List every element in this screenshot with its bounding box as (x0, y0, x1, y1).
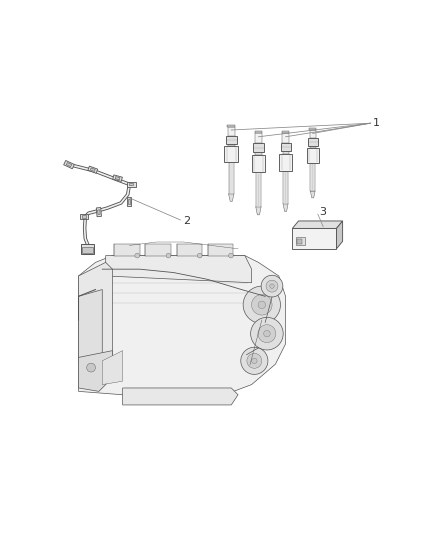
Bar (297, 239, 302, 245)
Circle shape (247, 353, 262, 368)
Polygon shape (145, 244, 171, 256)
Polygon shape (102, 351, 123, 385)
Polygon shape (98, 210, 100, 214)
Circle shape (258, 325, 276, 343)
Circle shape (197, 253, 202, 258)
Polygon shape (310, 146, 316, 148)
Circle shape (241, 347, 268, 374)
Polygon shape (308, 138, 318, 146)
Polygon shape (311, 163, 315, 191)
Polygon shape (251, 155, 265, 173)
Polygon shape (229, 194, 234, 201)
Polygon shape (127, 199, 130, 204)
Polygon shape (90, 168, 95, 172)
Circle shape (166, 253, 171, 258)
Polygon shape (123, 388, 238, 405)
Polygon shape (88, 166, 98, 173)
Polygon shape (80, 214, 88, 219)
Polygon shape (255, 133, 262, 143)
Polygon shape (228, 144, 234, 146)
Polygon shape (78, 262, 113, 371)
Polygon shape (283, 151, 289, 154)
Polygon shape (293, 221, 343, 229)
Polygon shape (127, 182, 135, 187)
Text: 3: 3 (319, 207, 326, 217)
Polygon shape (280, 143, 291, 151)
Polygon shape (224, 146, 238, 163)
Circle shape (251, 358, 257, 364)
Circle shape (270, 284, 274, 288)
Polygon shape (283, 133, 289, 143)
Circle shape (266, 280, 278, 292)
Polygon shape (127, 197, 131, 206)
Polygon shape (226, 135, 237, 144)
Polygon shape (96, 207, 102, 217)
Polygon shape (309, 128, 316, 130)
Polygon shape (229, 163, 234, 194)
Text: 2: 2 (183, 216, 190, 226)
Polygon shape (283, 171, 288, 204)
Circle shape (229, 253, 233, 258)
Bar (82, 247, 93, 253)
Circle shape (135, 253, 140, 258)
Polygon shape (255, 152, 261, 155)
Polygon shape (78, 351, 113, 391)
Text: 1: 1 (373, 118, 380, 128)
Polygon shape (227, 125, 235, 127)
Circle shape (261, 275, 283, 297)
Polygon shape (64, 160, 74, 169)
Polygon shape (254, 131, 262, 133)
Polygon shape (78, 256, 286, 395)
Bar (81, 244, 94, 254)
Circle shape (251, 317, 283, 350)
Polygon shape (256, 173, 261, 207)
Polygon shape (177, 244, 202, 256)
Polygon shape (228, 127, 235, 135)
Polygon shape (253, 143, 264, 152)
Polygon shape (106, 256, 251, 282)
Bar (293, 229, 336, 249)
Polygon shape (114, 244, 140, 256)
Polygon shape (78, 289, 102, 364)
Polygon shape (208, 244, 233, 256)
Circle shape (251, 295, 272, 315)
Polygon shape (113, 175, 122, 181)
Polygon shape (282, 132, 289, 133)
Circle shape (87, 363, 95, 372)
Polygon shape (82, 215, 86, 217)
Polygon shape (129, 183, 133, 185)
Bar (296, 237, 305, 245)
Polygon shape (283, 204, 288, 212)
Polygon shape (66, 163, 72, 167)
Polygon shape (310, 130, 316, 138)
Polygon shape (336, 221, 343, 249)
Polygon shape (307, 148, 319, 163)
Polygon shape (279, 154, 292, 171)
Polygon shape (115, 176, 120, 180)
Circle shape (243, 286, 280, 324)
Polygon shape (311, 191, 315, 198)
Circle shape (258, 301, 265, 309)
Circle shape (264, 330, 270, 337)
Polygon shape (256, 207, 261, 215)
